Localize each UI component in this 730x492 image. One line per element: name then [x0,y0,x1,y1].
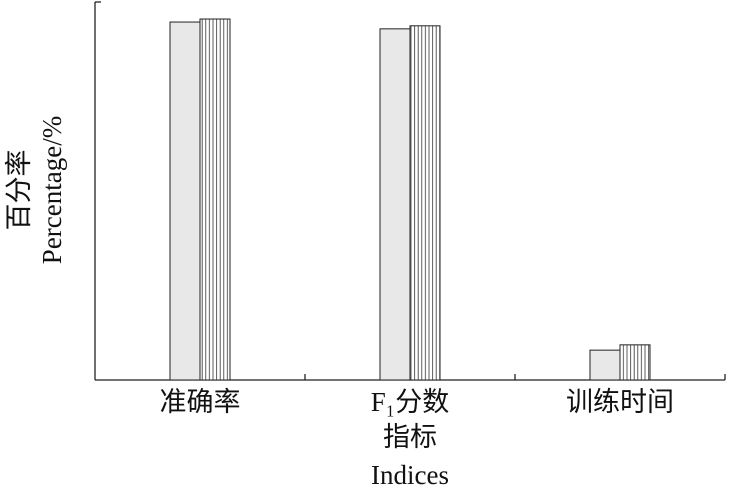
x-tick-label: 准确率 [160,387,241,417]
x-axis-label: Indices [371,460,449,490]
bar [379,28,411,381]
bar [169,21,201,381]
bar [409,25,441,381]
x-tick-label: 训练时间 [566,387,674,417]
bar [199,18,231,381]
bar [619,344,651,381]
x-tick-label: F₁分数 [371,387,449,417]
bar [589,349,621,381]
y-axis-label: Percentage/% [37,116,67,264]
x-axis-label: 指标 [383,422,437,452]
y-axis-label: 百分率 [4,150,34,231]
